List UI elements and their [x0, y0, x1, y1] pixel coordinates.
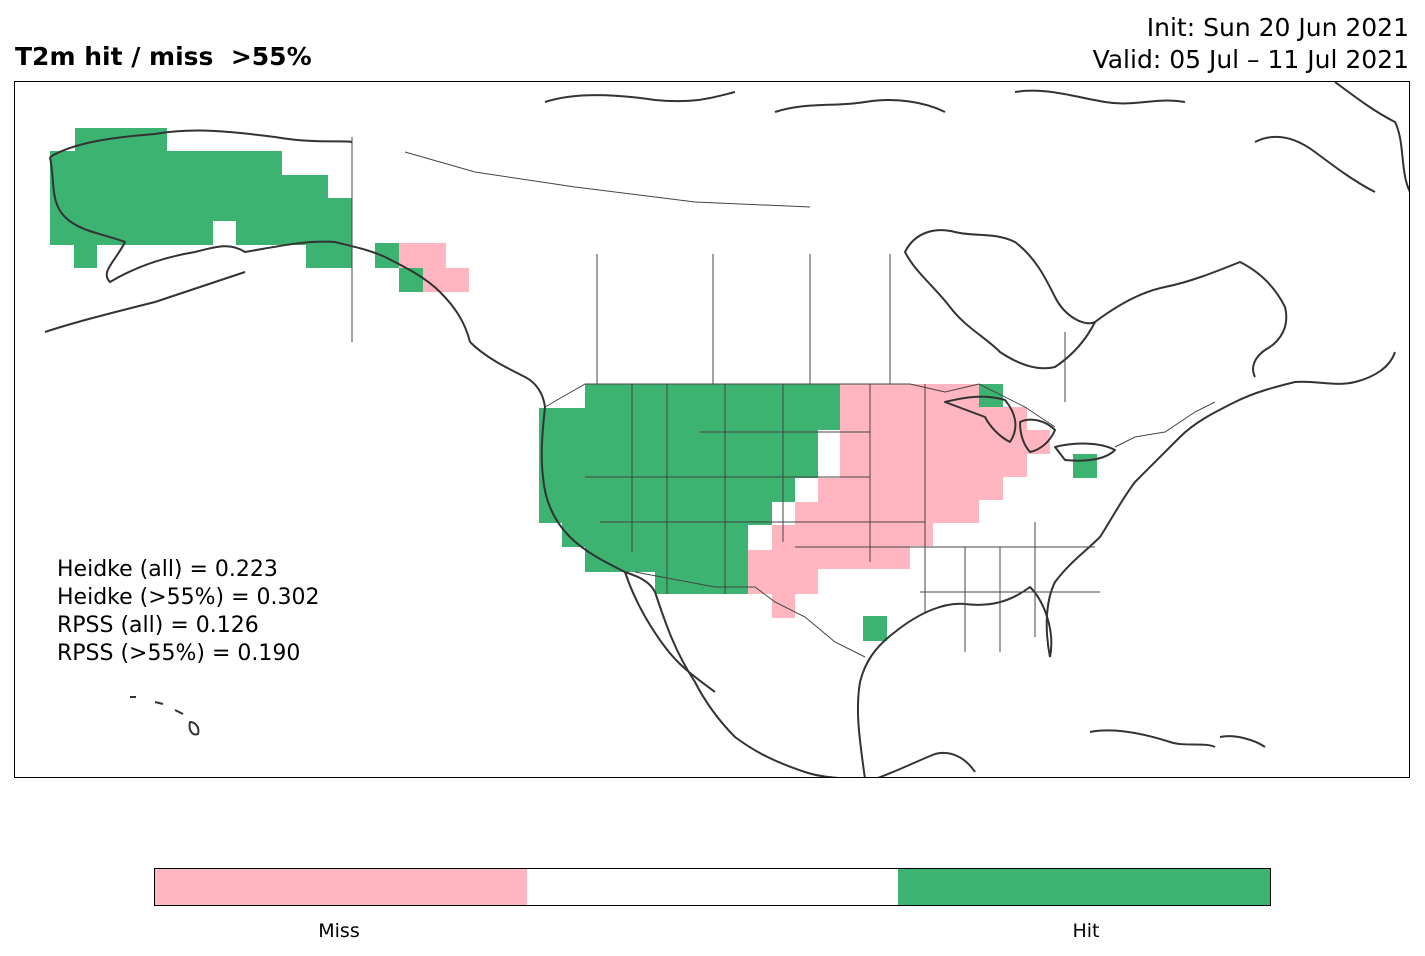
grid-cells	[50, 128, 1097, 641]
map-title: T2m hit / miss >55%	[15, 42, 312, 71]
colorbar-hit-segment	[898, 869, 1271, 905]
skill-scores: Heidke (all) = 0.223 Heidke (>55%) = 0.3…	[57, 556, 320, 668]
date-info: Init: Sun 20 Jun 2021 Valid: 05 Jul – 11…	[1093, 12, 1409, 76]
colorbar	[154, 868, 1271, 906]
miss-region-panhandle	[399, 243, 469, 292]
colorbar-miss-label: Miss	[318, 920, 360, 942]
rpss-55: RPSS (>55%) = 0.190	[57, 641, 301, 666]
hit-cell-texas-coast	[863, 616, 887, 641]
colorbar-neutral-segment	[526, 869, 899, 905]
heidke-all: Heidke (all) = 0.223	[57, 557, 278, 582]
colorbar-miss-segment	[155, 869, 527, 905]
heidke-55: Heidke (>55%) = 0.302	[57, 585, 320, 610]
hit-cell-panhandle	[375, 243, 399, 268]
miss-region-central-us	[748, 384, 1050, 618]
borders	[351, 137, 1216, 658]
north-america-map	[44, 82, 1409, 777]
hit-cell-pennsylvania	[1073, 454, 1097, 478]
hit-cell-panhandle	[399, 268, 423, 292]
hit-region-alaska	[50, 128, 352, 268]
map-panel	[14, 81, 1410, 778]
rpss-all: RPSS (all) = 0.126	[57, 613, 259, 638]
init-date: Init: Sun 20 Jun 2021	[1146, 13, 1409, 42]
hit-region-western-us	[539, 384, 840, 594]
valid-period: Valid: 05 Jul – 11 Jul 2021	[1092, 45, 1409, 74]
hit-cell-michigan	[979, 384, 1003, 407]
colorbar-hit-label: Hit	[1072, 920, 1100, 942]
